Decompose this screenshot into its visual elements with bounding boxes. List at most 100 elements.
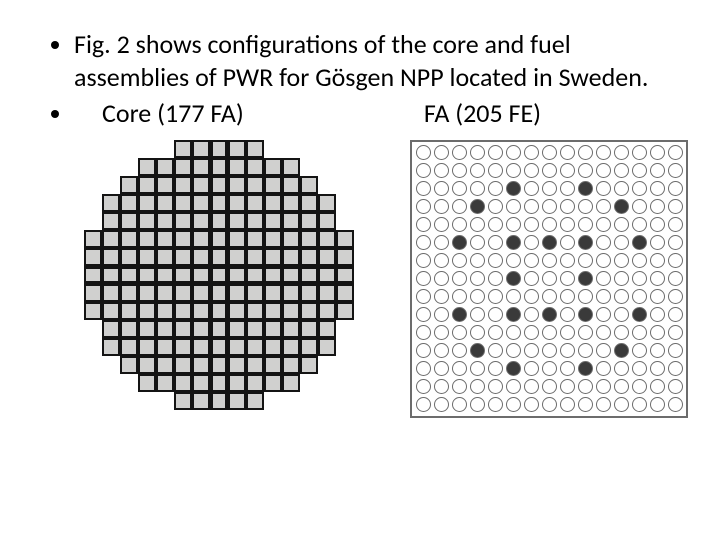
fa-cell xyxy=(450,198,468,216)
fa-cell xyxy=(450,396,468,414)
fa-cell xyxy=(414,396,432,414)
core-cell xyxy=(264,392,282,410)
fa-cell xyxy=(522,198,540,216)
fa-cell xyxy=(594,324,612,342)
fuel-element xyxy=(596,253,611,268)
core-cell xyxy=(102,140,120,158)
fuel-element xyxy=(542,181,557,196)
core-cell xyxy=(210,374,228,392)
fuel-element xyxy=(506,379,521,394)
core-cell xyxy=(192,320,210,338)
fuel-element xyxy=(506,271,521,286)
fuel-element xyxy=(632,289,647,304)
fa-cell xyxy=(450,288,468,306)
core-cell xyxy=(210,158,228,176)
core-cell xyxy=(156,320,174,338)
core-cell xyxy=(246,356,264,374)
fa-cell xyxy=(486,288,504,306)
core-cell xyxy=(300,338,318,356)
fa-cell xyxy=(576,216,594,234)
fa-cell xyxy=(666,324,684,342)
fa-cell xyxy=(486,198,504,216)
fa-cell xyxy=(522,144,540,162)
fa-cell xyxy=(594,378,612,396)
fuel-element xyxy=(434,199,449,214)
core-cell xyxy=(156,302,174,320)
fuel-element xyxy=(416,397,431,412)
fuel-element xyxy=(596,235,611,250)
fa-cell xyxy=(414,378,432,396)
fa-cell xyxy=(468,396,486,414)
fuel-element xyxy=(578,397,593,412)
core-cell xyxy=(102,338,120,356)
fa-cell xyxy=(504,342,522,360)
fuel-element xyxy=(632,379,647,394)
core-cell xyxy=(192,284,210,302)
fuel-element xyxy=(632,181,647,196)
core-cell xyxy=(228,356,246,374)
core-cell xyxy=(282,284,300,302)
fuel-element xyxy=(632,271,647,286)
fuel-element xyxy=(650,271,665,286)
fa-cell xyxy=(450,378,468,396)
fuel-element xyxy=(524,379,539,394)
core-cell xyxy=(174,320,192,338)
fa-cell xyxy=(414,234,432,252)
core-cell xyxy=(246,230,264,248)
core-cell xyxy=(84,212,102,230)
fuel-element xyxy=(614,397,629,412)
fuel-element xyxy=(578,163,593,178)
fa-cell xyxy=(504,378,522,396)
fuel-element xyxy=(650,289,665,304)
fa-label: FA (205 FE) xyxy=(424,97,541,130)
fa-cell xyxy=(486,144,504,162)
fuel-element xyxy=(596,379,611,394)
core-cell xyxy=(84,392,102,410)
fuel-element xyxy=(416,163,431,178)
fuel-element xyxy=(416,199,431,214)
core-cell xyxy=(318,266,336,284)
fa-cell xyxy=(540,234,558,252)
core-cell xyxy=(84,284,102,302)
core-cell xyxy=(210,176,228,194)
fuel-element xyxy=(488,271,503,286)
fa-cell xyxy=(414,180,432,198)
fa-cell xyxy=(522,360,540,378)
fa-cell xyxy=(486,162,504,180)
fuel-element xyxy=(632,307,647,322)
fa-cell xyxy=(504,234,522,252)
fuel-element xyxy=(524,181,539,196)
fuel-element xyxy=(434,397,449,412)
core-cell xyxy=(336,338,354,356)
core-cell xyxy=(84,356,102,374)
fuel-element xyxy=(452,199,467,214)
fuel-element xyxy=(488,217,503,232)
core-cell xyxy=(138,338,156,356)
fa-cell xyxy=(558,162,576,180)
fa-cell xyxy=(666,288,684,306)
fa-cell xyxy=(504,360,522,378)
core-cell xyxy=(174,176,192,194)
core-cell xyxy=(282,248,300,266)
fuel-element xyxy=(506,397,521,412)
fa-cell xyxy=(468,324,486,342)
fa-cell xyxy=(594,360,612,378)
fa-cell xyxy=(522,378,540,396)
core-cell xyxy=(318,194,336,212)
core-cell xyxy=(102,302,120,320)
fa-cell xyxy=(612,252,630,270)
fuel-element xyxy=(596,199,611,214)
fuel-element xyxy=(542,199,557,214)
fa-cell xyxy=(450,252,468,270)
fuel-element xyxy=(632,253,647,268)
fuel-element xyxy=(668,181,683,196)
fuel-element xyxy=(470,361,485,376)
fuel-element xyxy=(578,379,593,394)
fuel-element xyxy=(524,271,539,286)
fa-cell xyxy=(630,144,648,162)
fa-cell xyxy=(468,378,486,396)
fuel-element xyxy=(416,343,431,358)
fuel-element xyxy=(560,289,575,304)
fuel-element xyxy=(614,379,629,394)
core-cell xyxy=(336,374,354,392)
